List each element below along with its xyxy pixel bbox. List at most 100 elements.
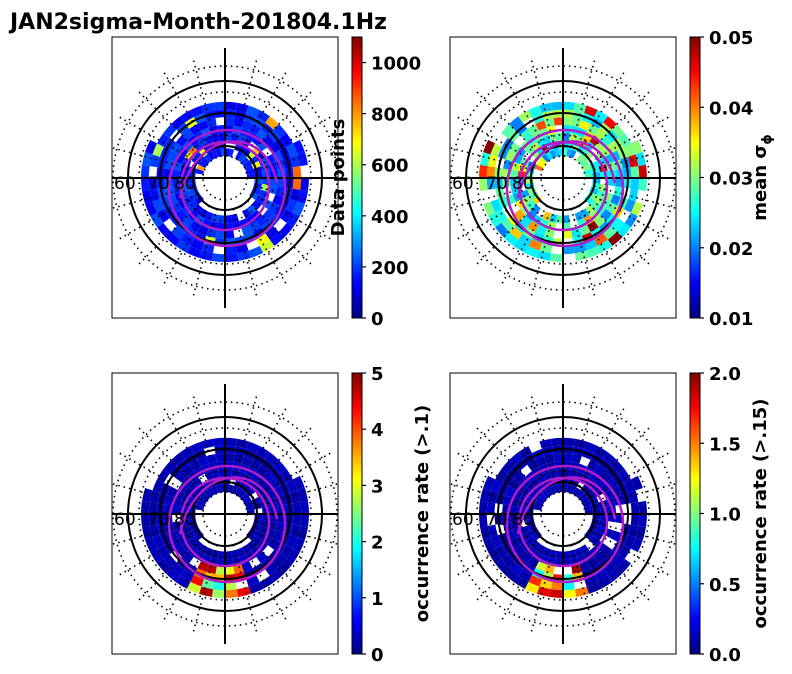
heatmap-bin (234, 151, 243, 161)
heatmap-bin (265, 116, 279, 130)
heatmap-bin (583, 504, 593, 511)
heatmap-bin (196, 500, 206, 508)
heatmap-bin (587, 191, 597, 201)
heatmap-bin (594, 215, 606, 228)
heatmap-bin (273, 460, 287, 474)
heatmap-bin (563, 230, 573, 239)
heatmap-bin (479, 514, 488, 528)
heatmap-bin (244, 164, 254, 172)
heatmap-bin (528, 105, 542, 117)
heatmap-bin (167, 150, 178, 162)
heatmap-bin (211, 253, 225, 262)
heatmap-bin (542, 211, 552, 222)
heatmap-bin (597, 575, 613, 589)
heatmap-bin (278, 558, 293, 574)
heatmap-bin (215, 230, 225, 239)
heatmap-bin (181, 189, 192, 199)
axes-frame (449, 36, 677, 319)
heatmap-bin (630, 514, 640, 526)
heatmap-bin (542, 547, 552, 558)
colorbar-tick-label: 3 (371, 476, 384, 497)
heatmap-bin (535, 561, 547, 572)
heatmap-bin (563, 437, 575, 447)
heatmap-bin (610, 530, 621, 542)
heatmap-bin (213, 437, 225, 447)
polar-panel-bottom-left: 60 70 80 0 1 2 3 4 5 occurrence rate (>.1) (111, 364, 433, 666)
latitude-label: 80 (174, 174, 196, 194)
heatmap-bin (292, 475, 305, 491)
heatmap-bin (211, 485, 219, 495)
heatmap-bin (236, 547, 246, 558)
longitude-dotted-line (499, 541, 548, 623)
longitude-dotted-line (191, 57, 218, 148)
longitude-dotted-line (252, 193, 334, 242)
heatmap-bin (148, 514, 158, 526)
heatmap-bin (505, 486, 516, 498)
heatmap-bin (630, 166, 640, 178)
heatmap-bin (256, 215, 268, 228)
longitude-dotted-line (112, 482, 195, 507)
heatmap-bin (193, 204, 203, 215)
longitude-dotted-line (240, 69, 289, 151)
heatmap-bin (488, 212, 502, 228)
heatmap-bin (539, 102, 553, 113)
heatmap-bin (249, 527, 259, 537)
heatmap-bin (259, 239, 275, 253)
longitude-dotted-line (450, 482, 533, 507)
oval-boundary-outer (167, 128, 287, 248)
heatmap-bin (573, 438, 587, 449)
heatmap-bin (563, 468, 571, 477)
heatmap-bin (175, 545, 188, 557)
heatmap-bin (520, 551, 532, 564)
longitude-dotted-line (161, 541, 210, 623)
heatmap-bin (152, 535, 164, 549)
heatmap-bin (251, 160, 261, 169)
heatmap-bin (241, 225, 253, 236)
colorbar-tick-label: 1.5 (709, 434, 741, 455)
longitude-dotted-line (570, 57, 597, 148)
heatmap-bin (616, 222, 631, 238)
heatmap-bin (574, 211, 584, 222)
longitude-dotted-line (590, 529, 672, 578)
longitude-dotted-line (590, 114, 672, 163)
heatmap-bin (563, 551, 571, 560)
heatmap-bin (624, 212, 638, 228)
heatmap-bin (220, 148, 225, 157)
heatmap-bin (240, 156, 250, 166)
heatmap-bin (195, 504, 205, 511)
heatmap-bin (215, 453, 225, 462)
heatmap-bin (574, 250, 589, 261)
heatmap-bin (518, 446, 532, 459)
heatmap-bin (529, 527, 539, 537)
heatmap-bin (600, 545, 613, 557)
heatmap-bin (513, 239, 529, 253)
heatmap-bin (186, 245, 202, 258)
heatmap-bin (251, 200, 262, 210)
heatmap-bin (246, 441, 260, 453)
heatmap-bin (198, 160, 208, 169)
heatmap-bin (246, 151, 256, 161)
heatmap-bin (555, 215, 563, 224)
heatmap-bin (157, 209, 170, 223)
heatmap-bin (483, 537, 496, 553)
heatmap-bin (149, 188, 160, 202)
oval-boundary-arc (178, 140, 279, 199)
heatmap-bin (501, 124, 515, 138)
heatmap-bin (524, 581, 540, 594)
heatmap-bin (240, 492, 250, 502)
heatmap-bin (533, 504, 543, 511)
polar-panel-bottom-right: 60 70 80 0.0 0.5 1.0 1.5 2.0 occurrence rate (>.… (449, 364, 771, 666)
heatmap-bin (607, 231, 623, 246)
heatmap-bin (225, 468, 233, 477)
heatmap-bin (189, 459, 201, 472)
auroral-oval (505, 128, 625, 248)
heatmap-bin (267, 202, 280, 214)
heatmap-bin (292, 178, 302, 190)
heatmap-bin (197, 456, 209, 467)
longitude-dotted-line (136, 200, 203, 267)
longitude-dotted-line (112, 185, 195, 210)
heatmap-bin (510, 169, 519, 178)
heatmap-bin (563, 453, 573, 462)
heatmap-bin (290, 188, 301, 202)
heatmap-bin (630, 475, 643, 491)
